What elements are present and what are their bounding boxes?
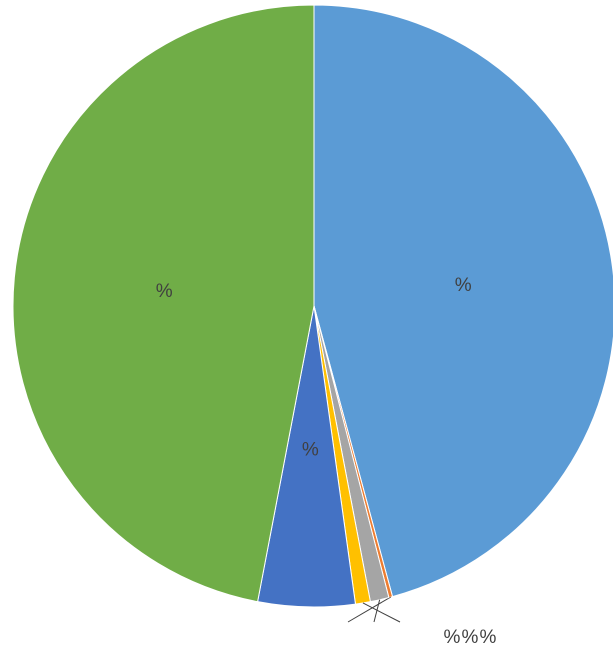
leader-line [347,596,391,623]
data-label: % [156,281,173,302]
pie-slice [313,4,613,598]
data-label: % [302,439,319,460]
leader-line [373,599,381,623]
data-label: % [480,627,497,648]
pie-slice [12,4,315,603]
leader-line [362,602,401,623]
data-label: % [462,627,479,648]
data-label: % [455,275,472,296]
data-label: % [444,627,461,648]
